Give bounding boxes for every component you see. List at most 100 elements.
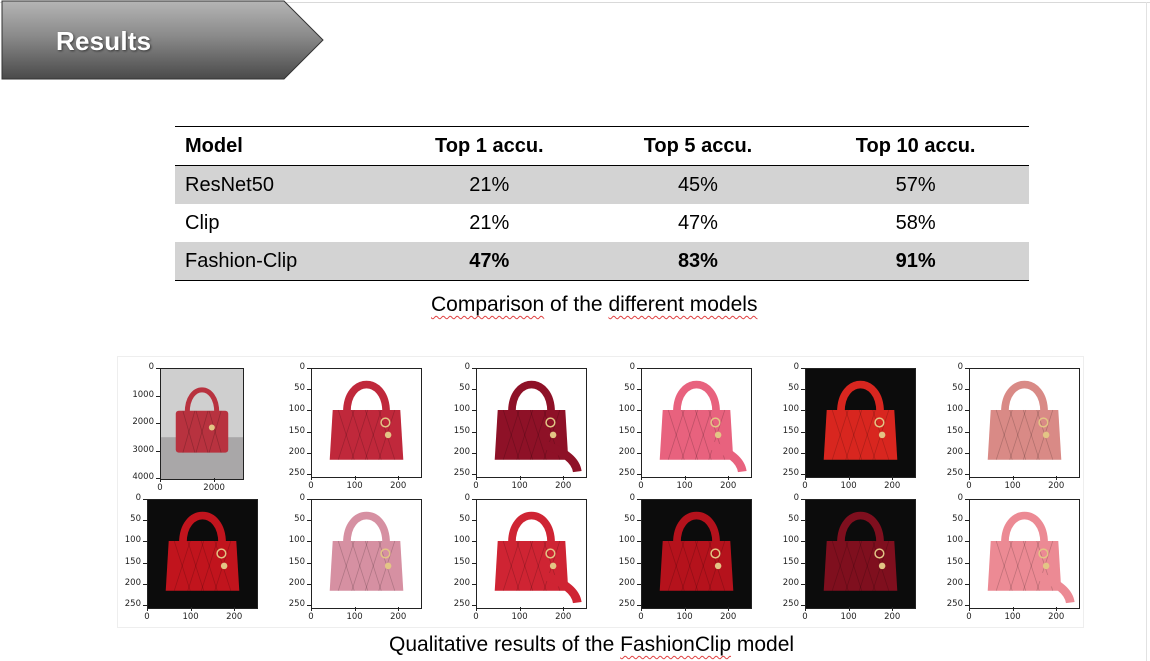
y-tick: [637, 499, 641, 500]
cell-model: ResNet50: [175, 165, 385, 204]
y-tick-label: 200: [782, 446, 799, 457]
y-tick-label: 200: [288, 577, 305, 588]
y-tick-label: 200: [946, 446, 963, 457]
x-tick-label: 0: [802, 612, 808, 622]
y-tick: [637, 541, 641, 543]
y-tick: [143, 583, 147, 585]
table-row: ResNet50 21% 45% 57%: [175, 165, 1029, 204]
y-tick: [965, 431, 969, 433]
y-tick: [143, 520, 147, 522]
y-tick: [472, 562, 476, 564]
y-tick-label: 150: [124, 556, 141, 567]
x-tick-label: 200: [390, 481, 407, 491]
y-tick: [472, 452, 476, 454]
y-tick: [965, 499, 969, 500]
y-tick-label: 50: [624, 514, 635, 525]
y-tick-label: 50: [952, 383, 963, 394]
x-tick: [1056, 607, 1058, 611]
y-tick-label: 50: [294, 383, 305, 394]
x-tick-label: 100: [182, 612, 199, 622]
y-tick: [965, 473, 969, 475]
y-tick: [307, 583, 311, 585]
x-tick: [190, 607, 192, 611]
x-tick-label: 0: [638, 481, 644, 491]
y-tick: [472, 520, 476, 522]
x-tick: [969, 607, 970, 611]
x-tick-label: 0: [802, 481, 808, 491]
y-tick: [965, 520, 969, 522]
y-tick: [472, 410, 476, 412]
y-tick: [156, 478, 160, 479]
y-tick-label: 250: [453, 467, 470, 478]
y-tick-label: 100: [124, 535, 141, 546]
y-tick: [801, 604, 805, 606]
y-tick: [307, 389, 311, 391]
y-tick: [801, 452, 805, 454]
y-tick: [307, 562, 311, 564]
y-tick-label: 150: [946, 556, 963, 567]
cell-model: Fashion-Clip: [175, 242, 385, 281]
cell-top1: 21%: [469, 211, 510, 234]
y-tick: [965, 368, 969, 369]
x-tick-label: 100: [840, 612, 857, 622]
y-tick: [801, 541, 805, 543]
y-tick: [472, 604, 476, 606]
x-tick-label: 0: [144, 612, 150, 622]
x-tick: [519, 607, 521, 611]
y-tick-label: 100: [453, 404, 470, 415]
y-tick-label: 0: [629, 493, 635, 503]
figure-caption-post: model: [731, 633, 795, 656]
top-divider: [0, 2, 1150, 3]
y-tick-label: 0: [793, 362, 799, 372]
header-model: Model: [185, 134, 243, 157]
qualitative-results-figure: 0 1000 2000 3000 4000 0 2000 0 50 100 150 200 250 0 10…: [117, 356, 1084, 628]
figure-caption-pre: Qualitative results of the: [389, 633, 621, 656]
y-tick: [801, 562, 805, 564]
y-tick: [156, 395, 160, 397]
x-tick: [728, 607, 730, 611]
y-tick: [801, 431, 805, 433]
y-tick-label: 4000: [132, 472, 154, 482]
x-tick: [476, 607, 477, 611]
query-image-plot: [160, 368, 244, 480]
x-tick: [1012, 476, 1014, 480]
y-tick: [472, 473, 476, 475]
y-tick: [637, 431, 641, 433]
x-tick: [805, 476, 806, 480]
figure-caption-word: FashionClip: [620, 633, 732, 656]
cell-top5: 47%: [677, 211, 718, 234]
y-tick-label: 150: [782, 556, 799, 567]
x-tick: [214, 478, 216, 482]
result-image-plot: [641, 368, 752, 478]
cell-model: Clip: [185, 211, 220, 234]
y-tick-label: 50: [130, 514, 141, 525]
y-tick: [637, 583, 641, 585]
x-tick: [1012, 607, 1014, 611]
x-tick-label: 100: [1004, 481, 1021, 491]
result-image-plot: [476, 368, 587, 478]
result-image-plot: [805, 368, 916, 478]
y-tick: [156, 368, 160, 369]
header-banner: [1, 0, 324, 80]
y-tick-label: 100: [946, 404, 963, 415]
y-tick: [637, 520, 641, 522]
y-tick-label: 250: [124, 598, 141, 609]
x-tick: [311, 476, 312, 480]
result-image-plot: [641, 499, 752, 609]
x-tick-label: 0: [308, 612, 314, 622]
y-tick-label: 250: [946, 598, 963, 609]
y-tick: [965, 452, 969, 454]
y-tick-label: 50: [294, 514, 305, 525]
cell-top10: 58%: [895, 211, 936, 234]
x-tick: [892, 476, 894, 480]
x-tick: [641, 607, 642, 611]
y-tick-label: 150: [453, 425, 470, 436]
y-tick: [143, 604, 147, 606]
y-tick: [965, 604, 969, 606]
result-image-plot: [969, 499, 1080, 609]
y-tick-label: 100: [782, 404, 799, 415]
y-tick-label: 50: [788, 383, 799, 394]
y-tick-label: 0: [957, 362, 963, 372]
y-tick: [156, 450, 160, 452]
y-tick-label: 100: [618, 404, 635, 415]
